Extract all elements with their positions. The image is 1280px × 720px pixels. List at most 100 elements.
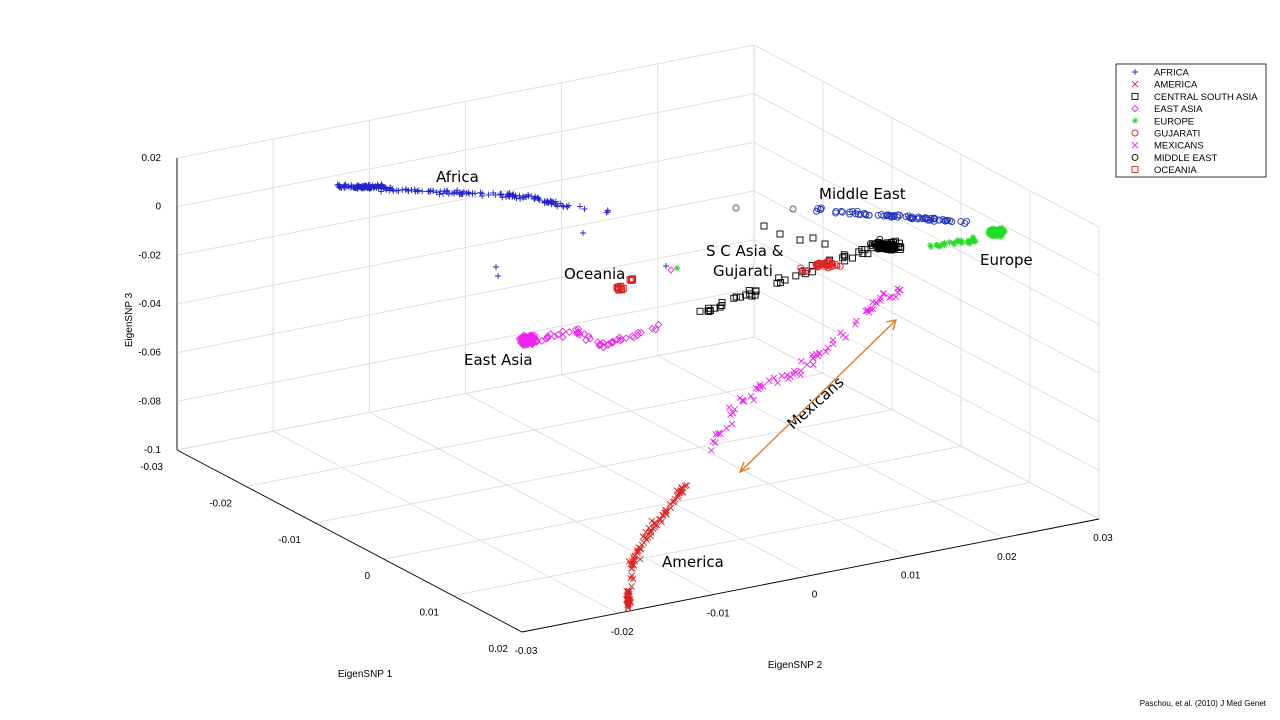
data-point (729, 409, 737, 417)
data-point (714, 430, 722, 438)
z-tick-label: -0.1 (144, 445, 162, 456)
y-tick-label: 0.02 (997, 552, 1017, 563)
data-point (626, 588, 633, 595)
data-point (696, 307, 704, 315)
data-point (812, 260, 820, 268)
data-point (573, 328, 582, 337)
legend-label: AMERICA (1154, 80, 1198, 91)
data-point (969, 234, 976, 241)
data-point (678, 484, 686, 491)
legend-marker (1131, 129, 1139, 137)
data-point (822, 348, 830, 355)
annotation-gujarati: Gujarati (713, 262, 773, 280)
annotation-middle-east: Middle East (819, 185, 906, 203)
data-point (580, 230, 586, 236)
data-point (558, 327, 567, 336)
data-point (667, 504, 675, 512)
data-point (873, 299, 880, 306)
data-point (498, 191, 505, 198)
data-point (943, 216, 951, 224)
data-point (519, 194, 526, 201)
legend-marker (1131, 80, 1139, 88)
data-point (730, 294, 738, 302)
data-point (617, 282, 625, 290)
series-africa (334, 181, 564, 210)
data-point (536, 197, 543, 204)
data-point (667, 266, 675, 274)
legend-label: MEXICANS (1154, 141, 1204, 152)
data-point (624, 603, 632, 610)
data-points (334, 181, 1008, 612)
data-point (867, 305, 874, 313)
data-point (728, 420, 736, 428)
data-point (725, 404, 733, 411)
data-point (712, 431, 720, 438)
data-point (958, 237, 965, 244)
data-point (852, 320, 859, 328)
data-point (495, 273, 501, 279)
data-point (565, 328, 574, 336)
data-point (846, 208, 854, 216)
x-tick-label: 0.01 (420, 608, 440, 619)
data-point (517, 333, 526, 342)
data-point (718, 302, 726, 309)
data-point (493, 264, 499, 270)
series-middle-east-blue (813, 204, 970, 227)
data-point (887, 238, 895, 246)
data-point (517, 195, 524, 202)
data-point (497, 190, 504, 197)
data-point (864, 250, 872, 258)
data-point (350, 183, 357, 190)
data-point (550, 332, 559, 341)
data-point (629, 560, 636, 568)
data-point (527, 336, 536, 346)
x-tick-label: -0.03 (140, 462, 163, 473)
data-point (837, 329, 844, 336)
series-america (624, 482, 691, 612)
citation: Paschou, et al. (2010) J Med Genet (1139, 699, 1266, 708)
data-point (552, 201, 559, 208)
data-point (865, 211, 873, 219)
data-point (810, 361, 817, 368)
data-point (989, 225, 997, 233)
data-point (603, 209, 610, 216)
data-point (633, 547, 641, 554)
data-point (778, 372, 786, 380)
data-point (615, 333, 624, 342)
legend-marker (1131, 141, 1139, 149)
data-point (543, 332, 552, 341)
data-point (576, 203, 583, 210)
data-point (425, 188, 432, 195)
data-point (716, 429, 723, 437)
legend-label: EUROPE (1154, 116, 1194, 127)
data-point (737, 293, 744, 301)
data-point (706, 307, 714, 314)
annotation-america: America (662, 553, 724, 571)
data-point (378, 184, 385, 191)
series-europe (989, 225, 1003, 239)
data-point (892, 237, 899, 245)
data-point (897, 243, 905, 251)
series-middle-east (866, 235, 895, 253)
legend-label: GUJARATI (1154, 129, 1200, 140)
data-point (336, 184, 343, 191)
data-point (736, 394, 744, 402)
data-point (797, 371, 804, 379)
data-point (723, 424, 730, 432)
data-point (961, 219, 969, 227)
data-point (627, 598, 634, 606)
data-point (340, 183, 347, 190)
data-point (821, 240, 829, 248)
z-tick-label: -0.06 (138, 348, 161, 359)
data-point (813, 207, 821, 215)
series-central-south-asia (696, 244, 877, 315)
data-point (927, 242, 934, 249)
data-point (841, 252, 849, 260)
data-point (704, 307, 712, 315)
data-point (957, 217, 965, 225)
data-point (732, 293, 740, 301)
y-axis-label: EigenSNP 2 (768, 660, 823, 671)
data-point (964, 239, 971, 246)
data-point (671, 498, 678, 505)
